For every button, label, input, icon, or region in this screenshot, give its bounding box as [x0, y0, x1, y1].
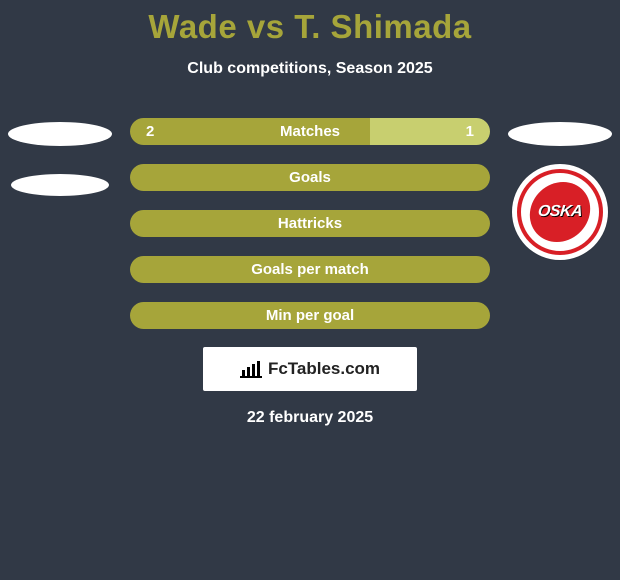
player-silhouette [8, 122, 112, 146]
stat-bars: 21MatchesGoalsHattricksGoals per matchMi… [120, 118, 500, 329]
club-badge: OSKA [512, 164, 608, 260]
stat-bar-row: Goals per match [130, 256, 490, 283]
chart-icon [240, 360, 262, 378]
stat-bar-row: Goals [130, 164, 490, 191]
bar-seg-left [130, 164, 474, 191]
player-silhouette [11, 174, 109, 196]
bar-seg-right [474, 302, 490, 329]
page-title: Wade vs T. Shimada [0, 8, 620, 46]
bar-seg-left [130, 210, 474, 237]
bar-seg-right [474, 256, 490, 283]
badge-label: OSKA [527, 182, 593, 242]
bar-seg-left [130, 302, 474, 329]
bar-seg-left [130, 256, 474, 283]
comparison-area: 21MatchesGoalsHattricksGoals per matchMi… [0, 118, 620, 329]
left-player-zone [0, 118, 120, 196]
stat-bar-row: 21Matches [130, 118, 490, 145]
bar-seg-right [474, 164, 490, 191]
date-label: 22 february 2025 [0, 409, 620, 427]
content: Wade vs T. Shimada Club competitions, Se… [0, 0, 620, 427]
bar-seg-left: 2 [130, 118, 370, 145]
source-logo: FcTables.com [203, 347, 417, 391]
stat-bar-row: Hattricks [130, 210, 490, 237]
player-silhouette [508, 122, 612, 146]
bar-seg-right [474, 210, 490, 237]
stat-bar-row: Min per goal [130, 302, 490, 329]
right-player-zone: OSKA [500, 118, 620, 260]
bar-seg-right: 1 [370, 118, 490, 145]
subtitle: Club competitions, Season 2025 [0, 60, 620, 78]
bar-left-value: 2 [146, 123, 154, 140]
badge-ring: OSKA [517, 169, 603, 255]
source-logo-text: FcTables.com [268, 359, 380, 379]
bar-right-value: 1 [466, 123, 474, 140]
